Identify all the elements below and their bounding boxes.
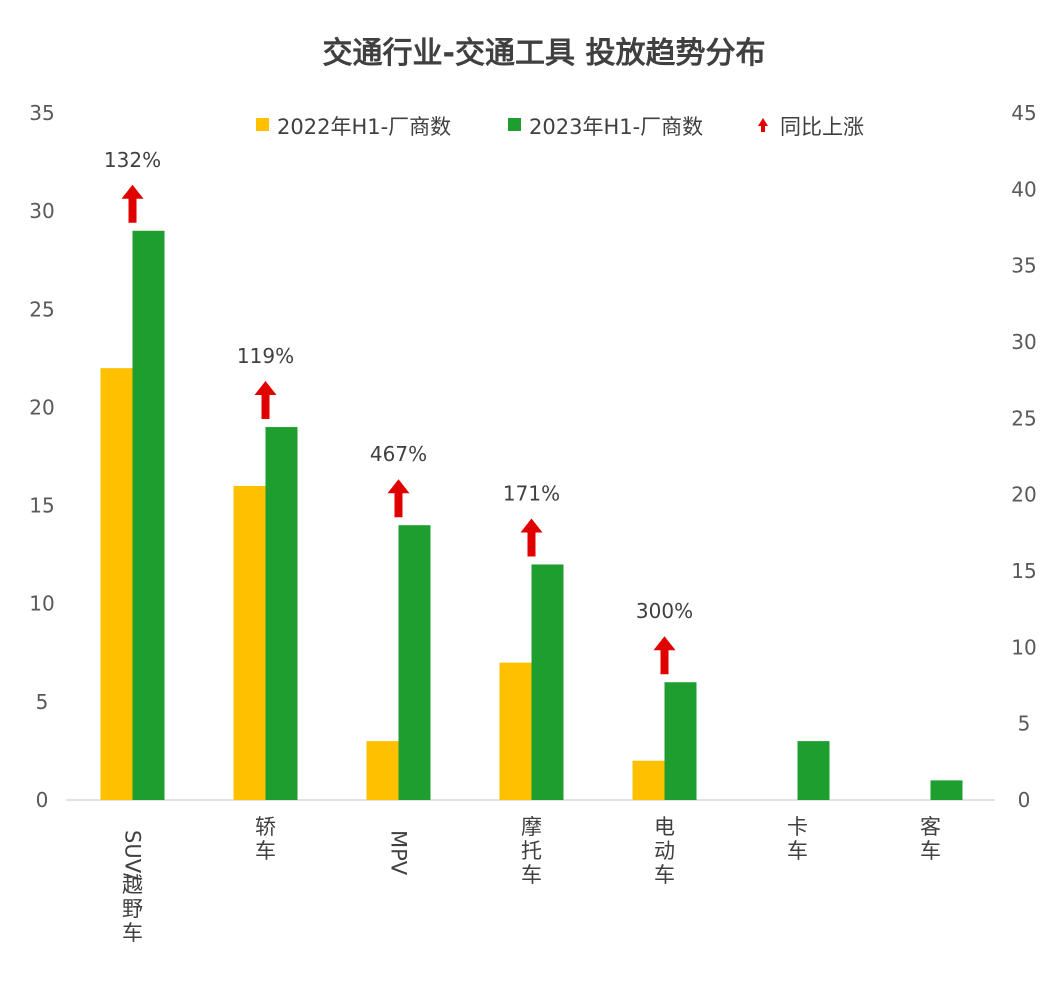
legend-label-growth: 同比上涨 (780, 115, 864, 139)
category-label-latin: MPV (387, 830, 411, 876)
bar-2023 (797, 741, 830, 800)
y2-tick-label: 5 (1018, 712, 1031, 736)
legend-item-2022: 2022年H1-厂商数 (256, 115, 451, 139)
bar-2022 (100, 368, 133, 800)
y-tick-label: 25 (29, 297, 54, 321)
bars (100, 230, 963, 800)
growth-marker: 300% (636, 599, 693, 675)
bar-2022 (499, 662, 532, 800)
growth-label: 119% (237, 344, 294, 368)
legend-swatch-2023 (508, 118, 521, 131)
category-label: 电动车 (654, 815, 675, 887)
growth-markers: 132% 119% 467% 171% 300% (104, 148, 693, 675)
y2-tick-label: 20 (1011, 483, 1036, 507)
y-tick-label: 10 (29, 592, 54, 616)
category-label-latin: SUV/ (121, 830, 145, 881)
legend-item-2023: 2023年H1-厂商数 (508, 115, 703, 139)
bar-2022 (233, 485, 266, 800)
y2-tick-label: 35 (1011, 254, 1036, 278)
up-arrow-icon (254, 381, 277, 420)
y-axis-left: 0 5 10 15 20 25 30 35 (29, 101, 54, 812)
legend-item-growth: 同比上涨 (758, 115, 864, 139)
growth-label: 467% (370, 442, 427, 466)
legend-label-2023: 2023年H1-厂商数 (529, 115, 703, 139)
y-tick-label: 35 (29, 101, 54, 125)
y-tick-label: 15 (29, 494, 54, 518)
up-arrow-icon (387, 479, 410, 518)
up-arrow-icon (520, 518, 543, 557)
bar-2023 (132, 230, 165, 800)
bar-2023 (531, 564, 564, 800)
category-labels: 越野车 轿车 摩托车 电动车 卡车 客车 SUV/MPV (121, 815, 942, 945)
y-axis-right: 0 5 10 15 20 25 30 35 40 45 (1011, 101, 1036, 812)
legend-arrow-icon (758, 118, 768, 132)
growth-marker: 171% (503, 481, 560, 557)
category-label: 轿车 (255, 815, 276, 863)
legend-label-2022: 2022年H1-厂商数 (277, 115, 451, 139)
up-arrow-icon (653, 636, 676, 675)
chart-title: 交通行业-交通工具 投放趋势分布 (323, 36, 766, 71)
category-label: 客车 (920, 815, 941, 863)
bar-2022 (632, 760, 665, 800)
y-tick-label: 20 (29, 395, 54, 419)
category-label: 摩托车 (521, 815, 542, 887)
growth-marker: 132% (104, 148, 161, 223)
growth-label: 300% (636, 599, 693, 623)
growth-marker: 119% (237, 344, 294, 420)
y2-tick-label: 0 (1018, 788, 1031, 812)
y-tick-label: 30 (29, 199, 54, 223)
y-tick-label: 5 (36, 690, 49, 714)
up-arrow-icon (121, 184, 144, 223)
legend-swatch-2022 (256, 118, 269, 131)
y2-tick-label: 30 (1011, 330, 1036, 354)
y2-tick-label: 45 (1011, 101, 1036, 125)
category-label: 越野车 (122, 873, 143, 945)
category-label: 卡车 (787, 815, 808, 863)
y2-tick-label: 40 (1011, 177, 1036, 201)
y-tick-label: 0 (36, 788, 49, 812)
legend: 2022年H1-厂商数 2023年H1-厂商数 同比上涨 (256, 115, 864, 139)
bar-2023 (930, 780, 963, 800)
growth-label: 132% (104, 148, 161, 172)
growth-label: 171% (503, 481, 560, 505)
y2-tick-label: 10 (1011, 635, 1036, 659)
bar-2023 (398, 525, 431, 800)
bar-2023 (664, 682, 697, 800)
bar-2023 (265, 427, 298, 800)
y2-tick-label: 25 (1011, 406, 1036, 430)
growth-marker: 467% (370, 442, 427, 518)
y2-tick-label: 15 (1011, 559, 1036, 583)
bar-2022 (366, 741, 399, 800)
